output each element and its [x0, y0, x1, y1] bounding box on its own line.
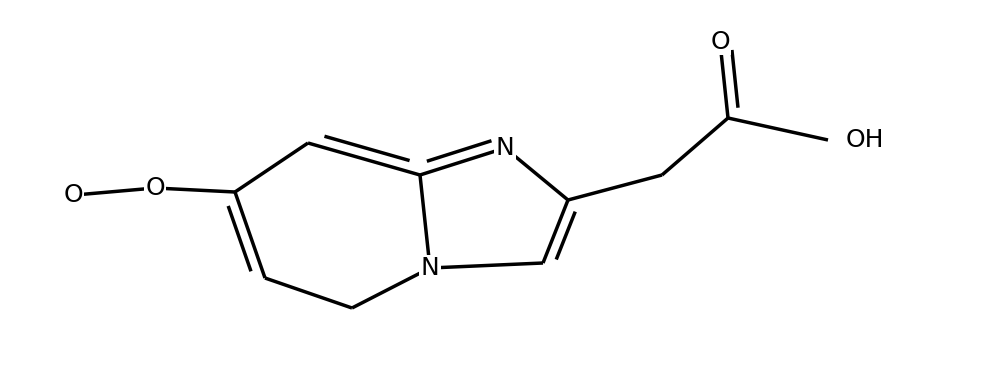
Text: OH: OH	[846, 128, 885, 152]
Text: N: N	[496, 136, 514, 160]
Text: O: O	[145, 176, 164, 200]
Text: N: N	[421, 256, 439, 280]
Text: O: O	[710, 30, 729, 54]
Text: O: O	[63, 183, 83, 207]
